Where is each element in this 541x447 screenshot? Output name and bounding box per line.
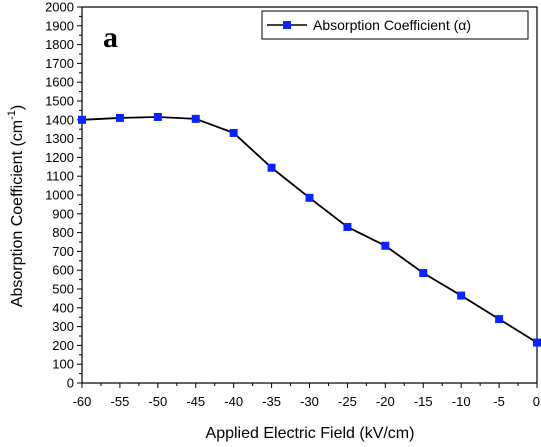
y-tick-label: 500 bbox=[52, 282, 74, 297]
data-point bbox=[495, 315, 504, 324]
x-tick-label: -40 bbox=[224, 394, 243, 409]
y-axis-title-suffix: ) bbox=[9, 105, 26, 110]
y-tick-label: 700 bbox=[52, 244, 74, 259]
y-tick-label: 0 bbox=[67, 376, 74, 391]
x-tick-label: -50 bbox=[148, 394, 167, 409]
y-tick-label: 1500 bbox=[45, 94, 74, 109]
data-point bbox=[78, 115, 86, 124]
data-point bbox=[229, 128, 238, 137]
legend: Absorption Coefficient (α) bbox=[261, 10, 529, 40]
y-axis-title: Absorption Coefficient (cm-1) bbox=[6, 105, 26, 307]
x-tick-label: -55 bbox=[111, 394, 130, 409]
y-tick-label: 1200 bbox=[45, 150, 74, 165]
x-tick-label: -60 bbox=[73, 394, 92, 409]
legend-marker bbox=[283, 21, 291, 29]
x-tick-label: -30 bbox=[300, 394, 319, 409]
data-point bbox=[191, 114, 200, 123]
data-point bbox=[343, 222, 352, 231]
y-tick-label: 300 bbox=[52, 319, 74, 334]
x-tick-label: -20 bbox=[376, 394, 395, 409]
y-tick-label: 1600 bbox=[45, 75, 74, 90]
y-tick-label: 1900 bbox=[45, 18, 74, 33]
x-tick-label: -10 bbox=[452, 394, 471, 409]
y-tick-label: 1300 bbox=[45, 131, 74, 146]
y-tick-label: 1800 bbox=[45, 37, 74, 52]
x-tick-label: -5 bbox=[493, 394, 505, 409]
y-tick-label: 100 bbox=[52, 357, 74, 372]
panel-label: a bbox=[103, 21, 118, 54]
x-axis-ticks: -60 -55 -50 -45 -40 -35 -30 -25 -20 -15 -10 -5 0 bbox=[73, 383, 540, 409]
y-tick-label: 800 bbox=[52, 225, 74, 240]
series-layer bbox=[78, 112, 541, 347]
series-line bbox=[81, 116, 538, 344]
plot-frame bbox=[81, 6, 538, 384]
x-tick-label: -15 bbox=[414, 394, 433, 409]
x-tick-label: -35 bbox=[262, 394, 281, 409]
data-point bbox=[305, 193, 314, 202]
x-tick-label: -25 bbox=[338, 394, 357, 409]
data-point bbox=[153, 112, 162, 121]
data-point bbox=[267, 163, 276, 172]
y-axis-title-main: Absorption Coefficient (cm bbox=[9, 120, 26, 307]
y-tick-label: 400 bbox=[52, 300, 74, 315]
legend-label: Absorption Coefficient (α) bbox=[313, 17, 471, 33]
x-axis-title: Applied Electric Field (kV/cm) bbox=[206, 425, 415, 442]
x-tick-label: -45 bbox=[186, 394, 205, 409]
y-tick-label: 200 bbox=[52, 338, 74, 353]
y-tick-label: 600 bbox=[52, 263, 74, 278]
x-tick-label: 0 bbox=[533, 394, 540, 409]
data-point bbox=[381, 241, 390, 250]
data-point bbox=[115, 113, 124, 122]
data-point bbox=[533, 338, 541, 347]
y-axis-ticks: 0 100 200 300 400 500 600 700 800 900 1000 1100 1200… bbox=[45, 0, 82, 391]
y-tick-label: 1100 bbox=[46, 169, 74, 184]
data-point bbox=[457, 291, 466, 300]
y-tick-label: 900 bbox=[52, 206, 74, 221]
y-axis-title-superscript: -1 bbox=[6, 110, 18, 120]
y-tick-label: 1700 bbox=[45, 56, 74, 71]
y-tick-label: 1400 bbox=[45, 112, 74, 127]
y-tick-label: 1000 bbox=[45, 188, 74, 203]
y-tick-label: 2000 bbox=[45, 0, 74, 15]
data-point bbox=[419, 269, 428, 278]
